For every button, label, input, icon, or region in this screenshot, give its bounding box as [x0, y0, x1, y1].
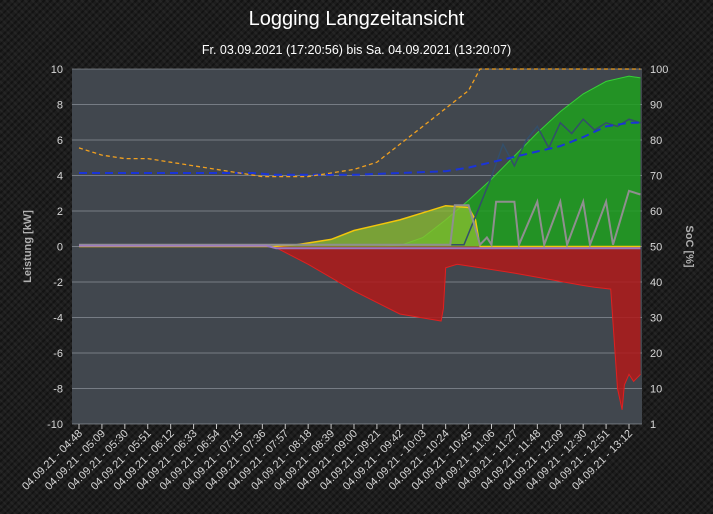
y-tick-right: 10	[650, 384, 662, 396]
y-tick-left: 6	[57, 135, 63, 147]
battery-power-line	[79, 246, 641, 410]
y-tick-left: 2	[57, 206, 63, 218]
y-axis-label-right: SoC [%]	[683, 225, 695, 268]
soc-line	[78, 68, 641, 178]
grey-line	[79, 189, 641, 249]
y-tick-right: 30	[650, 313, 662, 325]
y-tick-left: 4	[57, 171, 63, 183]
series-layer	[78, 68, 641, 410]
y-tick-left: 0	[57, 242, 63, 254]
y-tick-right: 100	[650, 64, 668, 76]
purple-line	[79, 244, 641, 250]
y-tick-right: 70	[650, 171, 662, 183]
y-tick-right: 60	[650, 206, 662, 218]
consumption-area	[79, 205, 641, 247]
y-tick-left: -10	[47, 419, 63, 431]
y-tick-right: 90	[650, 100, 662, 112]
y-tick-left: 10	[51, 64, 63, 76]
y-tick-right: 1	[650, 419, 656, 431]
y-tick-left: -4	[53, 313, 63, 325]
blue-dashed-line	[79, 121, 641, 176]
y-tick-left: -6	[53, 348, 63, 360]
chart-title: Logging Langzeitansicht	[248, 8, 465, 30]
y-tick-right: 80	[650, 135, 662, 147]
y-tick-right: 50	[650, 242, 662, 254]
y-tick-left: -8	[53, 384, 63, 396]
pv-power-area	[79, 76, 641, 247]
chart-subtitle: Fr. 03.09.2021 (17:20:56) bis Sa. 04.09.…	[201, 43, 512, 57]
y-tick-right: 40	[650, 277, 662, 289]
battery-power-area	[79, 246, 641, 410]
y-tick-left: -2	[53, 277, 63, 289]
y-tick-left: 8	[57, 100, 63, 112]
y-axis-label-left: Leistung [kW]	[22, 210, 34, 283]
y-tick-right: 20	[650, 348, 662, 360]
